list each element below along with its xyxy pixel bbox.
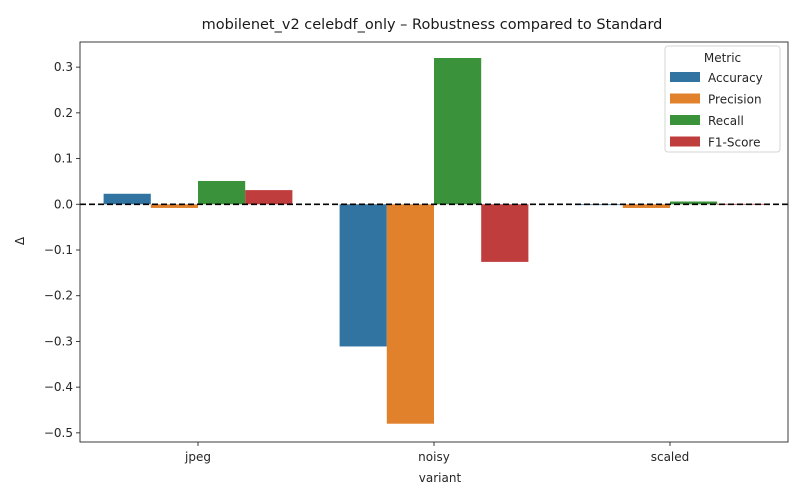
y-tick-label: −0.2 <box>44 289 73 303</box>
legend-items: Accuracy Precision Recall F1-Score <box>670 71 763 150</box>
x-tick-label-noisy: noisy <box>418 450 450 464</box>
legend-label-recall: Recall <box>708 114 744 128</box>
y-tick-label: 0.3 <box>54 60 73 74</box>
bar-accuracy-scaled <box>575 204 623 206</box>
chart-title: mobilenet_v2 celebdf_only – Robustness c… <box>202 17 663 33</box>
bar-accuracy-noisy <box>339 204 387 347</box>
x-axis: jpeg noisy scaled <box>184 442 689 464</box>
bar-precision-scaled <box>622 204 670 208</box>
x-tick-label-scaled: scaled <box>651 450 690 464</box>
x-tick-label-jpeg: jpeg <box>184 450 211 464</box>
y-axis-label: Δ <box>13 236 27 245</box>
bar-f1-score-jpeg <box>245 190 293 205</box>
bars-layer <box>103 58 765 424</box>
bar-precision-noisy <box>386 204 434 424</box>
bar-f1-score-noisy <box>481 204 529 262</box>
legend-swatch-f1-score <box>670 136 700 147</box>
legend-title: Metric <box>704 51 741 65</box>
bar-recall-noisy <box>434 58 482 205</box>
y-axis: −0.5 −0.4 −0.3 −0.2 −0.1 0.0 0.1 0.2 0.3 <box>44 60 80 440</box>
legend-swatch-recall <box>670 115 700 125</box>
legend-swatch-accuracy <box>670 72 700 82</box>
legend: Metric Accuracy Precision Recall F1-Score <box>664 45 781 153</box>
legend-label-precision: Precision <box>708 93 762 107</box>
y-tick-label: 0.1 <box>54 152 73 166</box>
bar-accuracy-jpeg <box>103 193 151 205</box>
y-tick-label: 0.2 <box>54 106 73 120</box>
bar-recall-scaled <box>670 201 718 205</box>
y-tick-label: −0.5 <box>44 426 73 440</box>
y-tick-label: 0.0 <box>54 197 73 211</box>
legend-label-f1-score: F1-Score <box>708 136 760 150</box>
y-tick-label: −0.4 <box>44 380 73 394</box>
bar-precision-jpeg <box>150 204 198 208</box>
legend-label-accuracy: Accuracy <box>708 71 763 85</box>
bar-recall-jpeg <box>198 180 246 205</box>
legend-swatch-precision <box>670 93 700 104</box>
y-tick-label: −0.3 <box>44 334 73 348</box>
x-axis-label: variant <box>419 471 462 485</box>
y-tick-label: −0.1 <box>44 243 73 257</box>
